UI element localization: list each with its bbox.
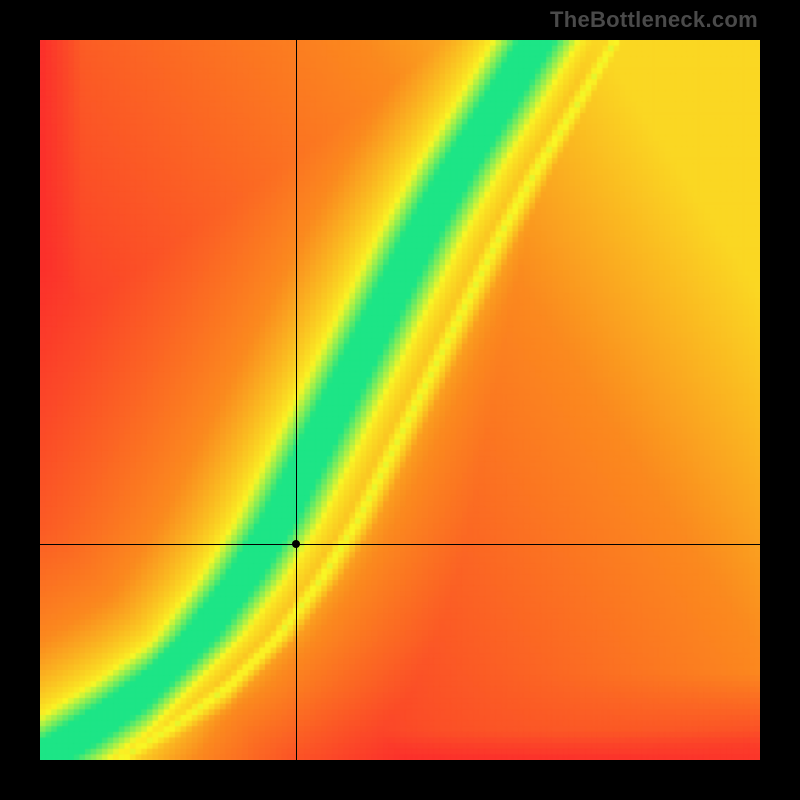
crosshair-vertical [296, 40, 297, 760]
crosshair-marker-dot [292, 540, 300, 548]
heatmap-canvas [40, 40, 760, 760]
watermark-text: TheBottleneck.com [550, 7, 758, 33]
crosshair-horizontal [40, 544, 760, 545]
heatmap-plot [40, 40, 760, 760]
chart-container: TheBottleneck.com [0, 0, 800, 800]
